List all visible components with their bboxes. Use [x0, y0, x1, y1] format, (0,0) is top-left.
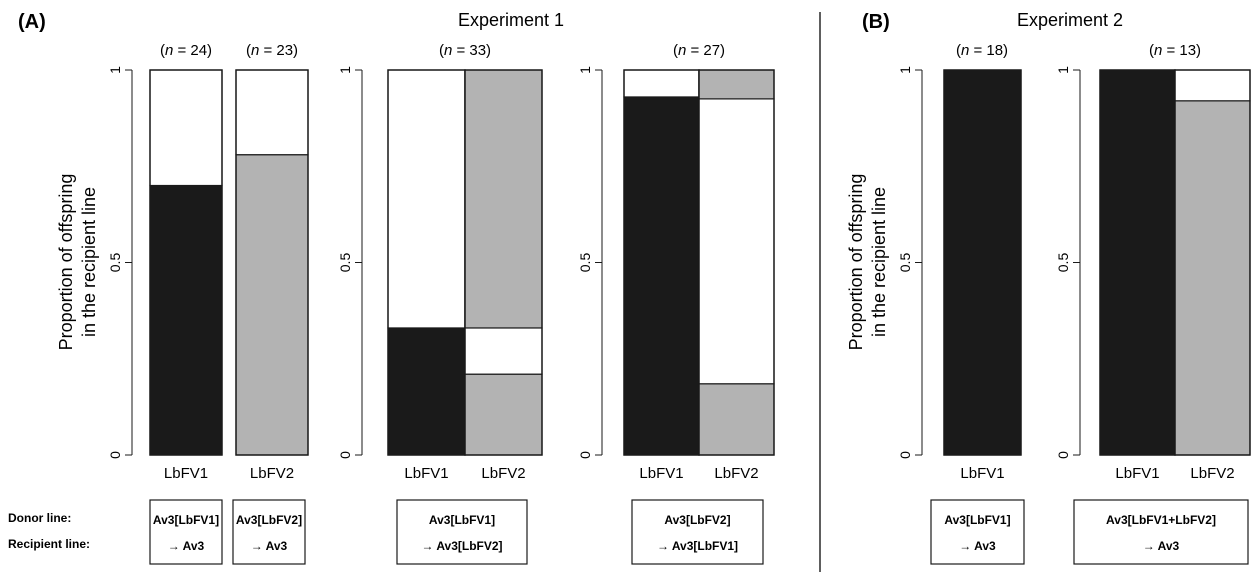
cross-box: [396, 499, 528, 565]
chart-2: 0 0.5 1 LbFV1 LbFV2 (n = 33) Av3[LbFV1] → Av3[L…: [337, 42, 543, 565]
bar-outline: [149, 69, 223, 456]
y-tick-label: 1: [577, 66, 593, 74]
sample-size-label: (n = 13): [1149, 42, 1201, 59]
y-tick-label: 1: [897, 66, 913, 74]
bar-segment-lbfv2: [464, 69, 543, 329]
svg-text:Proportion of offspring: Proportion of offspring: [56, 174, 76, 351]
x-category-label: LbFV1: [1115, 465, 1159, 482]
donor-line-label: Donor line:: [8, 511, 71, 525]
chart-4: 0 0.5 1 LbFV1 (n = 18) Av3[LbFV1] → Av3: [897, 42, 1025, 565]
y-tick-label: 0: [577, 451, 593, 459]
svg-text:Proportion of offspring: Proportion of offspring: [846, 174, 866, 351]
chart-5: 0 0.5 1 LbFV1 LbFV2 (n = 13) Av3[LbFV1+LbFV2] →…: [1055, 42, 1251, 565]
bar-outline: [464, 69, 543, 456]
y-tick-label: 0.5: [1055, 253, 1071, 273]
bar-segment-lbfv1: [623, 96, 700, 456]
donor-line-value: Av3[LbFV1]: [944, 513, 1010, 527]
cross-box: [1073, 499, 1249, 565]
donor-line-value: Av3[LbFV1+LbFV2]: [1106, 513, 1216, 527]
bar-segment-lbfv1: [943, 69, 1022, 456]
sample-size-label: (n = 23): [246, 42, 298, 59]
bar-segment-lbfv1: [387, 327, 466, 456]
donor-line-value: Av3[LbFV1]: [153, 513, 219, 527]
y-tick-label: 0: [107, 451, 123, 459]
bar-segment-uninfected: [235, 69, 309, 156]
chart-1: 0 0.5 1 LbFV1 LbFV2 (n = 24) (n = 23) Av3[LbFV1…: [107, 42, 309, 565]
bar-segment-lbfv2: [1174, 100, 1251, 456]
recipient-line-value: → Av3[LbFV1]: [657, 539, 738, 553]
panel-a-letter: (A): [18, 11, 46, 33]
y-axis-label-b: Proportion of offspring in the recipient…: [846, 174, 889, 351]
y-tick-label: 0: [1055, 451, 1071, 459]
cross-box: [930, 499, 1025, 565]
recipient-line-value: → Av3: [251, 539, 288, 553]
bar-segment-uninfected: [623, 69, 700, 98]
panel-b-letter: (B): [862, 11, 890, 33]
y-tick-label: 1: [1055, 66, 1071, 74]
y-tick-label: 0.5: [337, 253, 353, 273]
y-tick-label: 1: [107, 66, 123, 74]
charts: 0 0.5 1 LbFV1 LbFV2 (n = 24) (n = 23) Av3[LbFV1…: [107, 42, 1251, 565]
sample-size-label: (n = 33): [439, 42, 491, 59]
bar-outline: [698, 69, 775, 456]
cross-box: [232, 499, 306, 565]
cross-box: [631, 499, 764, 565]
bar-segment-lbfv2: [698, 69, 775, 100]
y-axis-label-a: Proportion of offspring in the recipient…: [56, 174, 99, 351]
donor-line-value: Av3[LbFV2]: [236, 513, 302, 527]
bar-outline: [943, 69, 1022, 456]
donor-line-value: Av3[LbFV2]: [664, 513, 730, 527]
x-category-label: LbFV2: [250, 465, 294, 482]
recipient-line-label: Recipient line:: [8, 537, 90, 551]
bar-segment-lbfv2: [464, 373, 543, 456]
x-category-label: LbFV1: [960, 465, 1004, 482]
x-category-label: LbFV1: [639, 465, 683, 482]
x-category-label: LbFV2: [714, 465, 758, 482]
svg-text:Donor line:: Donor line:: [8, 511, 71, 525]
y-tick-label: 0.5: [577, 253, 593, 273]
sample-size-label: (n = 27): [673, 42, 725, 59]
y-tick-label: 0: [337, 451, 353, 459]
experiment-1-title: Experiment 1: [458, 10, 564, 30]
y-tick-label: 1: [337, 66, 353, 74]
bar-segment-uninfected: [149, 69, 223, 187]
bar-segment-lbfv1: [1099, 69, 1176, 456]
svg-text:in the recipient line: in the recipient line: [79, 187, 99, 337]
donor-line-value: Av3[LbFV1]: [429, 513, 495, 527]
y-tick-label: 0.5: [897, 253, 913, 273]
x-category-label: LbFV2: [1190, 465, 1234, 482]
experiment-2-title: Experiment 2: [1017, 10, 1123, 30]
bar-segment-uninfected: [698, 98, 775, 385]
x-category-label: LbFV1: [164, 465, 208, 482]
bar-segment-lbfv2: [235, 154, 309, 456]
chart-3: 0 0.5 1 LbFV1 LbFV2 (n = 27) Av3[LbFV2] → Av3[L…: [577, 42, 775, 565]
bar-segment-uninfected: [387, 69, 466, 329]
x-category-label: LbFV2: [481, 465, 525, 482]
bar-segment-uninfected: [1174, 69, 1251, 102]
svg-text:in the recipient line: in the recipient line: [869, 187, 889, 337]
recipient-line-value: → Av3: [959, 539, 996, 553]
bar-segment-lbfv2: [698, 383, 775, 456]
y-tick-label: 0.5: [107, 253, 123, 273]
svg-text:Recipient line:: Recipient line:: [8, 537, 90, 551]
bar-segment-lbfv1: [149, 184, 223, 456]
bar-outline: [1174, 69, 1251, 456]
cross-box: [149, 499, 223, 565]
sample-size-label: (n = 18): [956, 42, 1008, 59]
sample-size-label: (n = 24): [160, 42, 212, 59]
recipient-line-value: → Av3: [1143, 539, 1180, 553]
recipient-line-value: → Av3: [168, 539, 205, 553]
bar-outline: [235, 69, 309, 456]
x-category-label: LbFV1: [404, 465, 448, 482]
bar-segment-uninfected: [464, 327, 543, 375]
recipient-line-value: → Av3[LbFV2]: [421, 539, 502, 553]
y-tick-label: 0: [897, 451, 913, 459]
